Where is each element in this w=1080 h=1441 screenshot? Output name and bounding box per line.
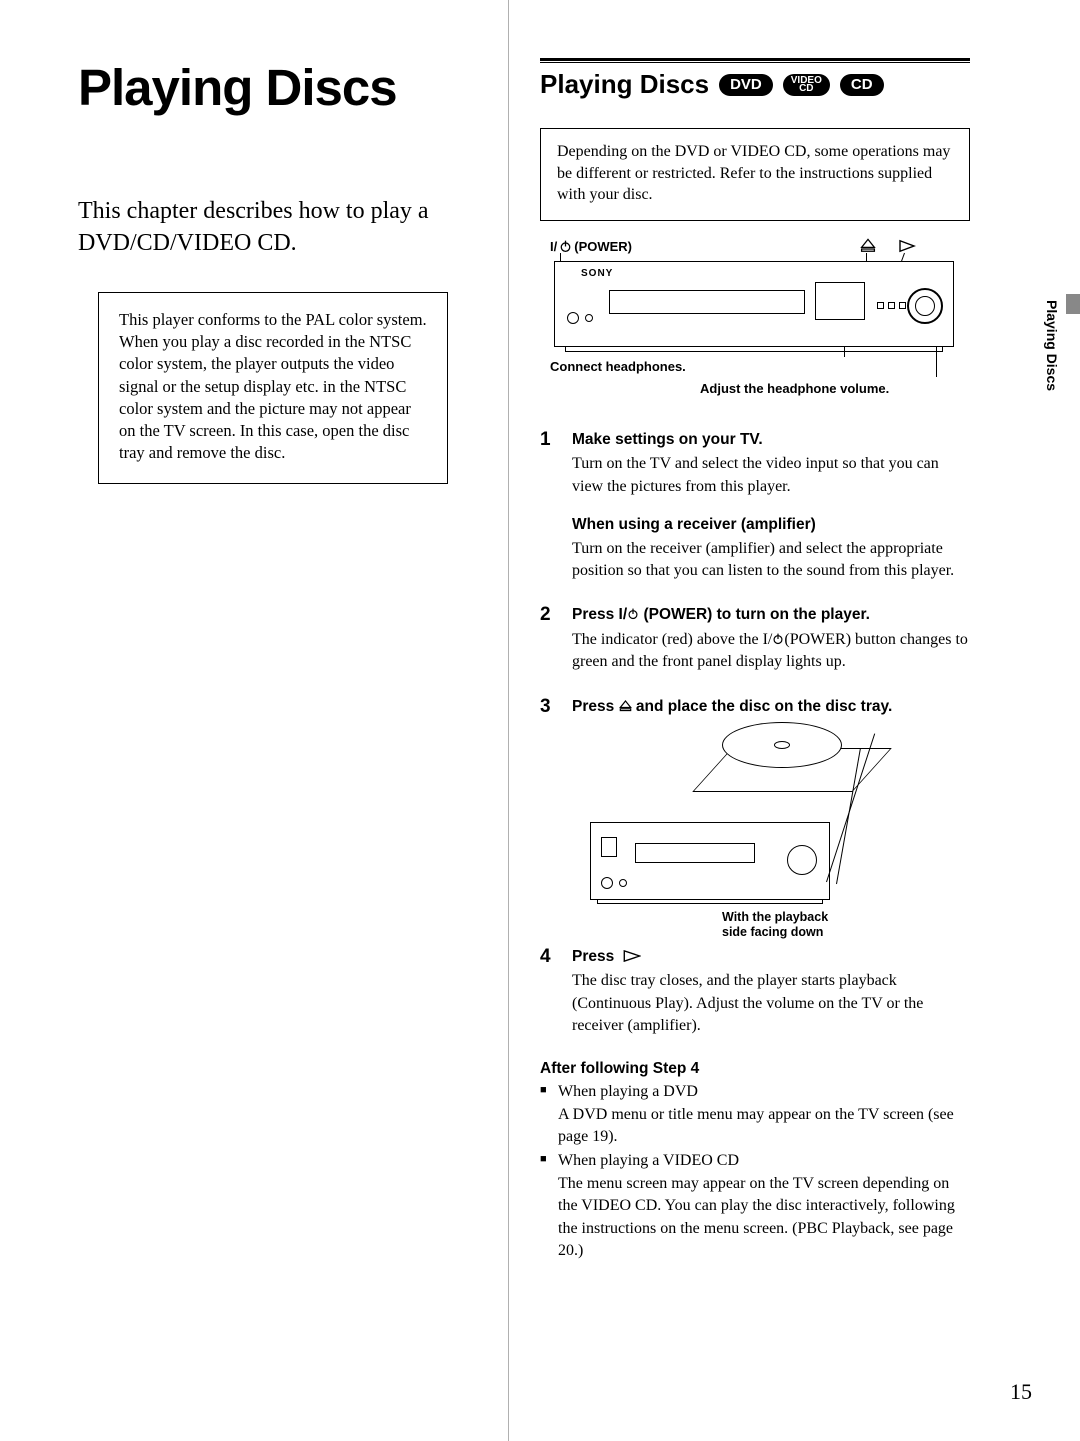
step-3-head-suffix: and place the disc on the disc tray. — [632, 698, 893, 715]
eject-icon — [619, 699, 632, 712]
after-bullet-2-body: The menu screen may appear on the TV scr… — [558, 1173, 970, 1263]
step-2-head-prefix: Press I/ — [572, 606, 627, 623]
heading-underline — [540, 62, 970, 63]
step-3-head-prefix: Press — [572, 698, 619, 715]
brand-label: SONY — [581, 268, 613, 279]
jog-dial-graphic — [907, 288, 943, 324]
button-cluster-graphic — [877, 302, 906, 309]
power-icon — [627, 608, 639, 620]
step-2-body-a: The indicator (red) above the — [572, 631, 763, 648]
step-4-head: Press — [572, 948, 641, 965]
step-2-body: The indicator (red) above the I/(POWER) … — [572, 629, 970, 674]
disc-tray-illustration: With the playback side facing down — [572, 728, 912, 918]
column-divider — [508, 0, 509, 1441]
badge-videocd: VIDEO CD — [783, 74, 830, 96]
section-heading-row: Playing Discs DVD VIDEO CD CD — [540, 58, 970, 100]
eject-icon — [860, 237, 876, 253]
power-indicator-graphic — [585, 314, 593, 322]
power-icon — [559, 240, 572, 253]
manual-page: Playing Discs This chapter describes how… — [0, 0, 1080, 1441]
section-heading: Playing Discs — [540, 69, 709, 100]
chapter-intro: This chapter describes how to play a DVD… — [78, 195, 468, 260]
aux-panel-graphic — [815, 282, 865, 320]
step-1: Make settings on your TV. Turn on the TV… — [540, 429, 970, 583]
caption-headphones: Connect headphones. — [550, 359, 686, 374]
step-1-head: Make settings on your TV. — [572, 431, 763, 448]
power-icon — [772, 633, 784, 645]
steps-list: Make settings on your TV. Turn on the TV… — [540, 429, 970, 1263]
step-2: Press I/ (POWER) to turn on the player. … — [540, 604, 970, 673]
step-2-head-suffix: (POWER) to turn on the player. — [639, 606, 870, 623]
badge-cd: CD — [840, 74, 884, 96]
player-graphic — [590, 822, 830, 900]
right-column: Playing Discs DVD VIDEO CD CD Depending … — [540, 58, 970, 1284]
device-illustration: I/ (POWER) SONY Connect h — [540, 239, 970, 409]
dependency-note: Depending on the DVD or VIDEO CD, some o… — [540, 128, 970, 221]
step-3-head: Press and place the disc on the disc tra… — [572, 698, 892, 715]
after-step-heading: After following Step 4 — [540, 1058, 970, 1080]
step-4-head-text: Press — [572, 948, 619, 965]
play-icon — [623, 950, 641, 962]
pal-ntsc-note: This player conforms to the PAL color sy… — [98, 292, 448, 484]
disc-caption-l1: With the playback — [722, 910, 828, 924]
step-1-subhead: When using a receiver (amplifier) — [572, 514, 970, 536]
display-panel-graphic — [609, 290, 805, 314]
after-bullet-1-body: A DVD menu or title menu may appear on t… — [558, 1104, 970, 1149]
step-1-subbody: Turn on the receiver (amplifier) and sel… — [572, 538, 970, 583]
page-number: 15 — [1010, 1379, 1032, 1405]
play-icon — [898, 239, 916, 253]
side-tab-label: Playing Discs — [1044, 300, 1060, 391]
power-label: I/ (POWER) — [550, 239, 632, 254]
power-label-suffix: (POWER) — [574, 239, 632, 254]
step-3: Press and place the disc on the disc tra… — [540, 696, 970, 918]
after-bullet-1: When playing a DVD — [540, 1081, 970, 1103]
disc-caption: With the playback side facing down — [722, 910, 828, 940]
badge-dvd: DVD — [719, 74, 773, 96]
disc-caption-l2: side facing down — [722, 925, 823, 939]
player-front: SONY — [554, 261, 954, 347]
power-button-graphic — [567, 312, 579, 324]
disc-graphic — [722, 722, 842, 768]
badge-videocd-bottom: CD — [799, 85, 813, 93]
chapter-title: Playing Discs — [78, 58, 468, 117]
power-label-prefix: I/ — [550, 239, 557, 254]
step-1-body: Turn on the TV and select the video inpu… — [572, 453, 970, 498]
after-bullet-2: When playing a VIDEO CD — [540, 1150, 970, 1172]
left-column: Playing Discs This chapter describes how… — [78, 58, 468, 484]
side-tab-marker — [1066, 294, 1080, 314]
step-4-body: The disc tray closes, and the player sta… — [572, 970, 970, 1037]
step-2-head: Press I/ (POWER) to turn on the player. — [572, 606, 870, 623]
step-4: Press The disc tray closes, and the play… — [540, 946, 970, 1262]
step-2-body-b: I/ — [763, 631, 773, 648]
caption-volume: Adjust the headphone volume. — [700, 381, 889, 396]
